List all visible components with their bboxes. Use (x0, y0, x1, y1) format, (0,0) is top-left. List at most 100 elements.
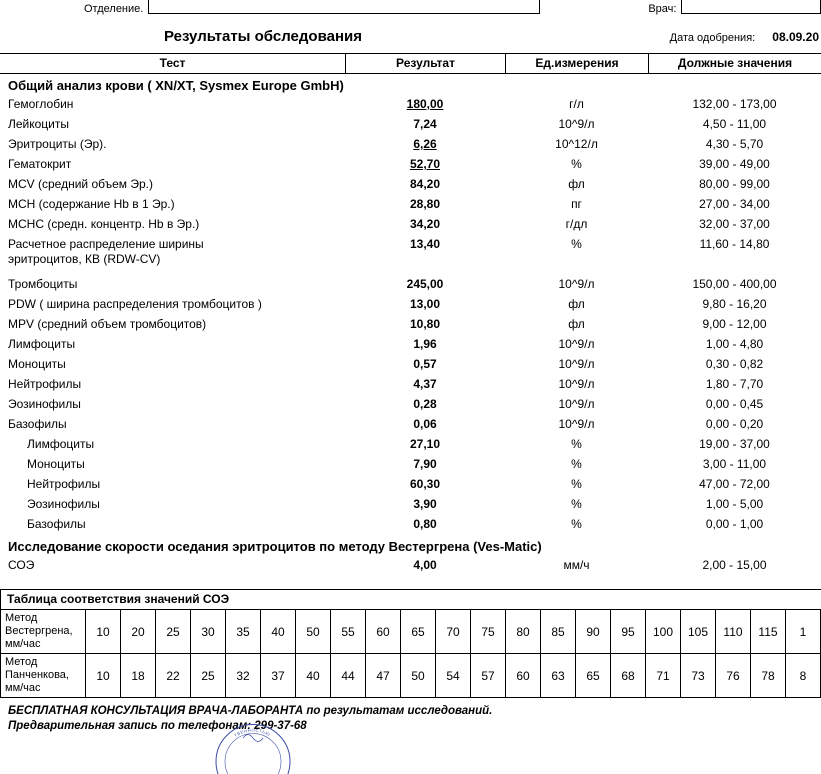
test-name: Эритроциты (Эр). (0, 137, 345, 152)
test-name: Базофилы (0, 517, 345, 532)
department-input[interactable] (148, 0, 540, 14)
soe-value-cell: 44 (331, 654, 366, 698)
result-value: 180,00 (345, 97, 505, 112)
reference-range: 19,00 - 37,00 (648, 437, 821, 452)
soe-value-cell: 76 (716, 654, 751, 698)
soe-value-cell: 78 (751, 654, 786, 698)
department-label: Отделение. (84, 0, 143, 15)
reference-range: 0,00 - 0,45 (648, 397, 821, 412)
result-value: 13,00 (345, 297, 505, 312)
soe-correspondence-block: Таблица соответствия значений СОЭ Метод … (0, 589, 821, 698)
soe-value-cell: 75 (471, 610, 506, 654)
test-name: MPV (средний объем тромбоцитов) (0, 317, 345, 332)
test-name: Эозинофилы (0, 397, 345, 412)
test-name: Нейтрофилы (0, 477, 345, 492)
reference-range: 47,00 - 72,00 (648, 477, 821, 492)
section-title: Общий анализ крови ( XN/XT, Sysmex Europ… (0, 74, 821, 95)
units: 10^9/л (505, 397, 648, 412)
soe-value-cell: 70 (436, 610, 471, 654)
result-value: 3,90 (345, 497, 505, 512)
reference-range: 4,30 - 5,70 (648, 137, 821, 152)
units: 10^9/л (505, 417, 648, 432)
soe-value-cell: 90 (576, 610, 611, 654)
soe-value-cell: 37 (261, 654, 296, 698)
units: 10^12/л (505, 137, 648, 152)
result-value: 7,90 (345, 457, 505, 472)
results-body: Общий анализ крови ( XN/XT, Sysmex Europ… (0, 74, 821, 576)
test-name: Лейкоциты (0, 117, 345, 132)
soe-value-cell: 40 (261, 610, 296, 654)
soe-value-cell: 100 (646, 610, 681, 654)
result-value: 0,28 (345, 397, 505, 412)
soe-value-cell: 68 (611, 654, 646, 698)
units: пг (505, 197, 648, 212)
units: 10^9/л (505, 117, 648, 132)
lab-report-page: Отделение. Врач: Результаты обследования… (0, 0, 821, 732)
section-title: Исследование скорости оседания эритроцит… (0, 535, 821, 556)
units: % (505, 157, 648, 172)
test-name: Эозинофилы (0, 497, 345, 512)
units: 10^9/л (505, 337, 648, 352)
column-header-units: Ед.измерения (505, 54, 648, 73)
test-name: MCH (содержание Hb в 1 Эр.) (0, 197, 345, 212)
soe-value-cell: 1 (786, 610, 821, 654)
result-value: 52,70 (345, 157, 505, 172)
soe-table-title: Таблица соответствия значений СОЭ (0, 589, 821, 610)
units: г/дл (505, 217, 648, 232)
reference-range: 80,00 - 99,00 (648, 177, 821, 192)
soe-value-cell: 95 (611, 610, 646, 654)
soe-value-cell: 25 (156, 610, 191, 654)
soe-value-cell: 32 (226, 654, 261, 698)
units: г/л (505, 97, 648, 112)
reference-range: 150,00 - 400,00 (648, 277, 821, 292)
result-value: 1,96 (345, 337, 505, 352)
units: фл (505, 297, 648, 312)
units: 10^9/л (505, 357, 648, 372)
soe-value-cell: 10 (86, 610, 121, 654)
units: % (505, 517, 648, 532)
title-row: Результаты обследования Дата одобрения: … (0, 25, 821, 53)
soe-value-cell: 50 (296, 610, 331, 654)
soe-method-label: Метод Панченкова, мм/час (1, 654, 86, 698)
test-name: Тромбоциты (0, 277, 345, 292)
reference-range: 1,00 - 5,00 (648, 497, 821, 512)
result-value: 60,30 (345, 477, 505, 492)
test-name: Лимфоциты (0, 437, 345, 452)
reference-range: 0,00 - 1,00 (648, 517, 821, 532)
soe-value-cell: 8 (786, 654, 821, 698)
result-value: 7,24 (345, 117, 505, 132)
doctor-label: Врач: (648, 0, 676, 15)
result-value: 245,00 (345, 277, 505, 292)
reference-range: 9,00 - 12,00 (648, 317, 821, 332)
stamp-seal-icon: ТВЕННОСТЬЮ (163, 714, 343, 774)
result-value: 0,80 (345, 517, 505, 532)
units: фл (505, 317, 648, 332)
soe-value-cell: 110 (716, 610, 751, 654)
test-name: СОЭ (0, 558, 345, 573)
test-name: MCV (средний объем Эр.) (0, 177, 345, 192)
test-name: Гемоглобин (0, 97, 345, 112)
soe-value-cell: 80 (506, 610, 541, 654)
soe-value-cell: 60 (366, 610, 401, 654)
test-name: Расчетное распределение ширины эритроцит… (0, 237, 345, 267)
reference-range: 4,50 - 11,00 (648, 117, 821, 132)
soe-value-cell: 54 (436, 654, 471, 698)
units: % (505, 477, 648, 492)
soe-value-cell: 50 (401, 654, 436, 698)
soe-value-cell: 22 (156, 654, 191, 698)
test-name: Лимфоциты (0, 337, 345, 352)
approval-date: Дата одобрения: 08.09.20 (670, 30, 819, 44)
doctor-input[interactable] (681, 0, 821, 14)
